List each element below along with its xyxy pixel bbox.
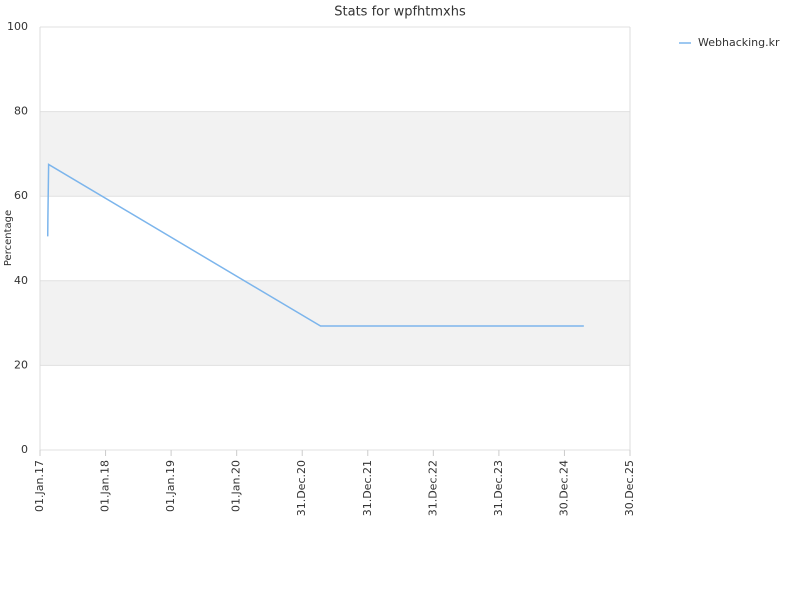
y-tick-label: 60	[14, 189, 28, 202]
chart-title: Stats for wpfhtmxhs	[334, 5, 466, 20]
y-tick-label: 40	[14, 274, 28, 287]
y-tick-label: 100	[7, 20, 28, 33]
x-tick-label: 01.Jan.20	[230, 460, 243, 512]
y-axis-label: Percentage	[3, 210, 14, 266]
x-tick-label: 31.Dec.20	[295, 460, 308, 516]
x-tick-label: 30.Dec.25	[623, 460, 636, 516]
y-tick-label: 0	[21, 443, 28, 456]
legend-label: Webhacking.kr	[698, 36, 780, 49]
y-tick-label: 80	[14, 105, 28, 118]
x-tick-label: 31.Dec.22	[426, 460, 439, 516]
y-tick-label: 20	[14, 358, 28, 371]
x-tick-label: 01.Jan.18	[99, 460, 112, 512]
x-tick-label: 31.Dec.21	[361, 460, 374, 516]
plot-band	[40, 280, 630, 366]
series-line	[46, 163, 584, 327]
plot-band	[40, 111, 630, 197]
x-tick-label: 01.Jan.19	[164, 460, 177, 512]
x-tick-label: 31.Dec.23	[492, 460, 505, 516]
x-tick-label: 01.Jan.17	[33, 460, 46, 512]
x-tick-label: 30.Dec.24	[557, 460, 570, 516]
